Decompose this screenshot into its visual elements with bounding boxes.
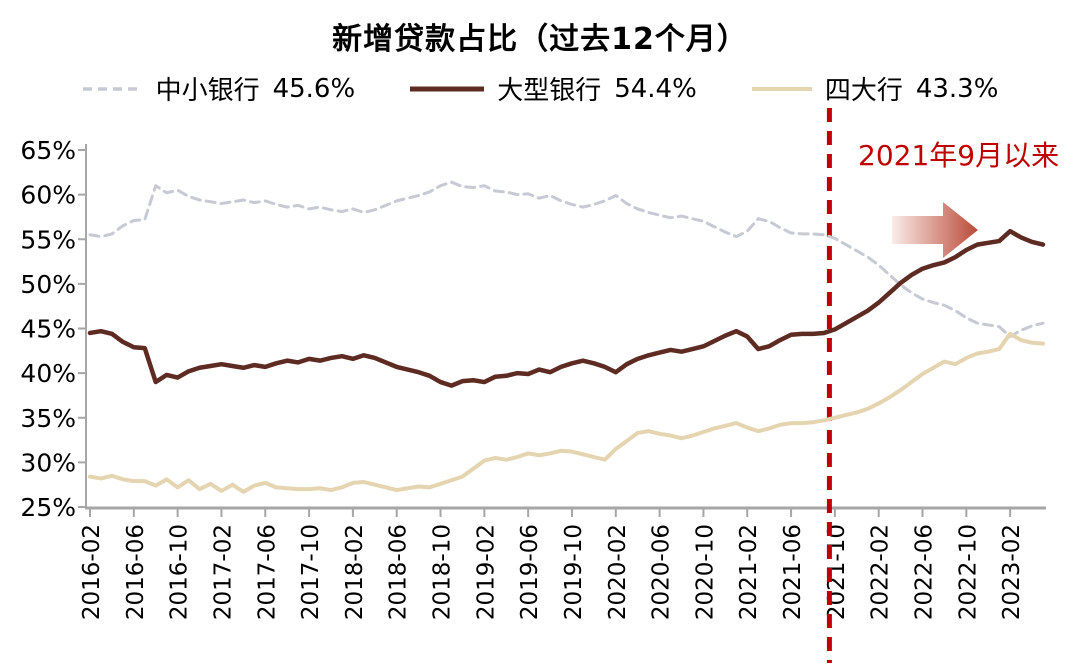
x-tick-label: 2020-02 — [605, 524, 631, 620]
x-tick-label: 2021-06 — [780, 524, 806, 620]
legend-value: 45.6% — [272, 73, 356, 104]
legend-label: 大型银行 — [497, 76, 602, 106]
trend-arrow-icon — [892, 202, 978, 258]
legend-value: 43.3% — [915, 73, 999, 104]
series-line-large-banks — [87, 228, 1046, 388]
legend-item-large-banks: 大型银行 54.4% — [409, 70, 697, 107]
x-tick-label: 2023-02 — [999, 524, 1025, 620]
legend-solid-line-icon — [751, 86, 812, 91]
event-annotation: 2021年9月以来 — [858, 139, 1060, 172]
legend-dashed-line-icon — [82, 86, 143, 91]
x-tick-label: 2016-10 — [167, 524, 193, 620]
y-tick-label: 55% — [20, 225, 76, 254]
x-tick-label: 2018-02 — [342, 524, 368, 620]
x-tick-label: 2017-10 — [298, 524, 324, 620]
x-tick-label: 2020-06 — [649, 524, 675, 620]
x-tick-label: 2022-06 — [912, 524, 938, 620]
x-tick-label: 2019-02 — [473, 524, 499, 620]
y-tick-label: 65% — [20, 136, 76, 165]
legend-label: 四大行 — [824, 76, 903, 106]
y-tick-label: 30% — [20, 448, 76, 477]
x-tick-label: 2022-02 — [868, 524, 894, 620]
legend-item-small-mid-banks: 中小银行 45.6% — [82, 70, 356, 107]
x-tick-label: 2019-10 — [561, 524, 587, 620]
x-tick-label: 2016-02 — [79, 524, 105, 620]
x-tick-label: 2017-06 — [254, 524, 280, 620]
chart-title: 新增贷款占比（过去12个月） — [332, 22, 748, 57]
y-tick-label: 50% — [20, 270, 76, 299]
y-tick-label: 60% — [20, 181, 76, 210]
legend-label: 中小银行 — [155, 76, 260, 106]
legend-item-big-four-banks: 四大行 43.3% — [751, 70, 999, 107]
x-tick-label: 2016-06 — [123, 524, 149, 620]
y-tick-label: 35% — [20, 404, 76, 433]
x-tick-label: 2022-10 — [955, 524, 981, 620]
legend: 中小银行 45.6% 大型银行 54.4% 四大行 43.3% — [0, 70, 1080, 107]
x-tick-label: 2017-02 — [210, 524, 236, 620]
x-tick-label: 2018-06 — [386, 524, 412, 620]
x-tick-label: 2019-06 — [517, 524, 543, 620]
y-tick-label: 25% — [20, 493, 76, 522]
legend-value: 54.4% — [614, 73, 697, 104]
series-line-big-four-banks — [88, 331, 1045, 494]
y-tick-label: 45% — [20, 315, 76, 344]
x-tick-label: 2020-10 — [692, 524, 718, 620]
x-tick-label: 2021-02 — [736, 524, 762, 620]
y-tick-label: 40% — [20, 359, 76, 388]
x-tick-label: 2018-10 — [430, 524, 456, 620]
legend-solid-line-icon — [410, 86, 485, 91]
series-line-small-mid-banks — [88, 180, 1045, 339]
